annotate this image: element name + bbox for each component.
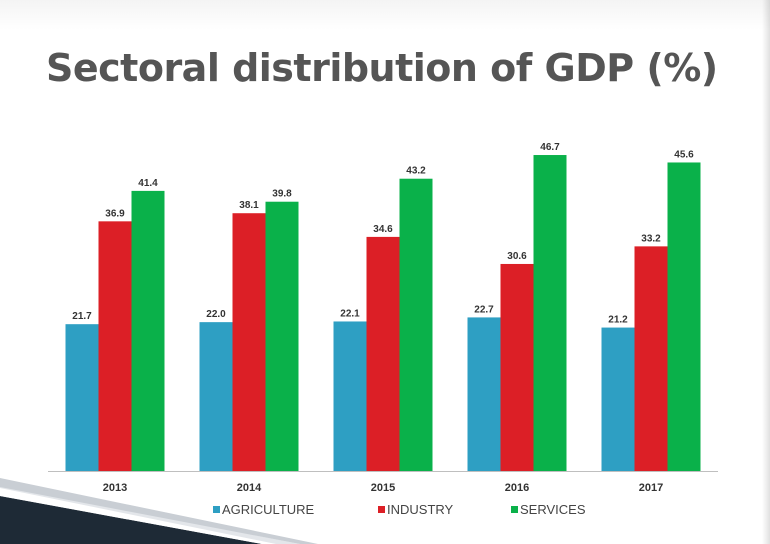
value-label-industry-2013: 36.9 xyxy=(105,208,125,219)
bar-services-2015 xyxy=(399,178,433,471)
x-tick-label-2016: 2016 xyxy=(505,482,529,494)
bar-agriculture-2017 xyxy=(601,327,635,471)
value-label-services-2016: 46.7 xyxy=(540,142,560,153)
value-label-industry-2017: 33.2 xyxy=(641,233,661,244)
bar-industry-2015 xyxy=(366,236,400,471)
bar-services-2013 xyxy=(131,190,165,472)
bar-agriculture-2013 xyxy=(65,324,99,471)
bar-services-2017 xyxy=(667,162,701,471)
value-label-industry-2016: 30.6 xyxy=(507,251,527,262)
value-label-services-2014: 39.8 xyxy=(272,189,292,200)
bar-agriculture-2015 xyxy=(333,321,367,471)
legend-swatch-agriculture xyxy=(213,506,220,513)
value-label-services-2015: 43.2 xyxy=(406,166,426,177)
legend-label-industry: INDUSTRY xyxy=(387,502,454,517)
x-tick-label-2015: 2015 xyxy=(371,482,395,494)
slide-title: Sectoral distribution of GDP (%) xyxy=(46,46,718,90)
x-tick-labels-group: 2013 2014 2015 2016 2017 xyxy=(103,482,663,494)
value-label-industry-2015: 34.6 xyxy=(373,224,393,235)
bar-agriculture-2016 xyxy=(467,317,501,471)
legend-swatch-industry xyxy=(378,506,385,513)
value-label-agriculture-2014: 22.0 xyxy=(206,309,226,320)
value-label-agriculture-2017: 21.2 xyxy=(608,315,628,326)
legend: AGRICULTURE INDUSTRY SERVICES xyxy=(213,502,586,517)
legend-label-services: SERVICES xyxy=(520,502,586,517)
slide-edge-shadow xyxy=(762,0,770,544)
legend-swatch-services xyxy=(511,506,518,513)
value-label-services-2017: 45.6 xyxy=(674,149,694,160)
value-labels-group: 21.7 36.9 41.4 22.0 38.1 39.8 22.1 34.6 43.2 22.7… xyxy=(72,142,694,326)
legend-label-agriculture: AGRICULTURE xyxy=(222,502,315,517)
bar-industry-2014 xyxy=(232,213,266,471)
x-tick-label-2013: 2013 xyxy=(103,482,127,494)
value-label-agriculture-2016: 22.7 xyxy=(474,304,494,315)
value-label-industry-2014: 38.1 xyxy=(239,200,259,211)
value-label-agriculture-2015: 22.1 xyxy=(340,308,360,319)
bar-industry-2016 xyxy=(500,263,534,471)
bar-industry-2017 xyxy=(634,246,668,471)
bar-agriculture-2014 xyxy=(199,322,233,471)
bar-services-2014 xyxy=(265,201,299,471)
x-tick-label-2017: 2017 xyxy=(639,482,663,494)
bars-group xyxy=(65,155,701,472)
bar-industry-2013 xyxy=(98,221,132,471)
bar-services-2016 xyxy=(533,155,567,471)
value-label-services-2013: 41.4 xyxy=(138,178,158,189)
value-label-agriculture-2013: 21.7 xyxy=(72,311,92,322)
x-tick-label-2014: 2014 xyxy=(237,482,262,494)
